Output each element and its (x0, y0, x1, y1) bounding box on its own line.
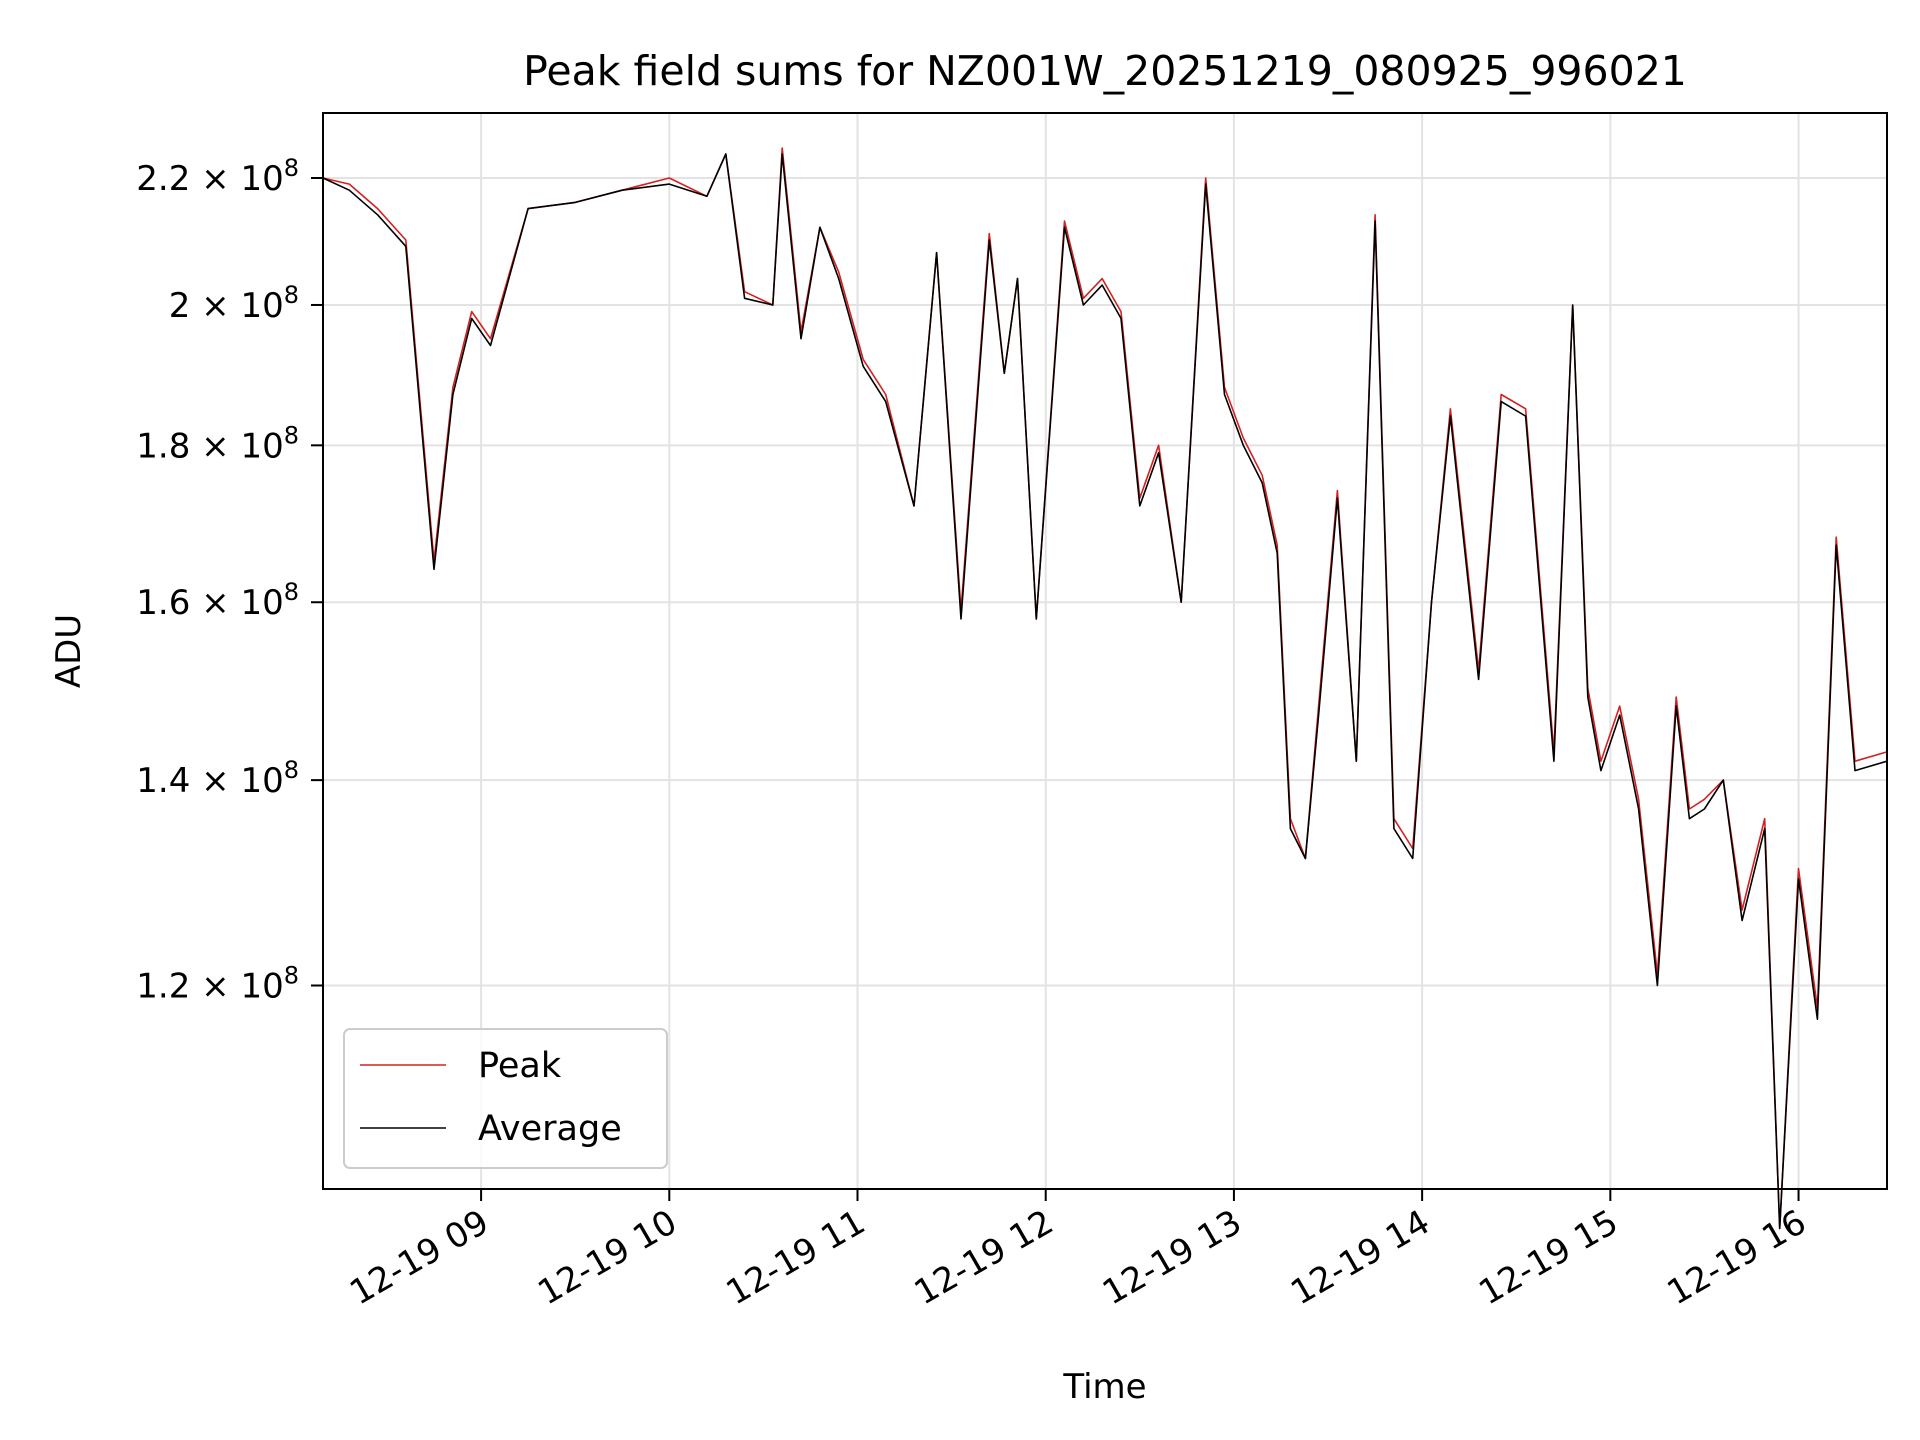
y-tick-label-4: 2 × 108 (169, 281, 299, 326)
x-axis-title: Time (1062, 1367, 1146, 1407)
legend-label-peak: Peak (478, 1046, 562, 1086)
legend-box (343, 1028, 668, 1169)
plot-frame (322, 112, 1888, 1190)
y-axis: 1.2 × 108 1.4 × 108 1.6 × 108 1.8 × 108 2 × … (136, 154, 323, 1006)
y-axis-title: ADU (49, 614, 89, 688)
y-tick-label-0: 1.2 × 108 (136, 961, 299, 1006)
y-tick-label-5: 2.2 × 108 (136, 154, 299, 199)
legend-label-average: Average (478, 1109, 622, 1149)
y-tick-label-1: 1.4 × 108 (136, 756, 299, 801)
chart-title: Peak field sums for NZ001W_20251219_0809… (523, 47, 1687, 95)
series-line-average (322, 153, 1888, 1230)
legend: Peak Average (343, 1028, 668, 1169)
grid (323, 113, 1887, 1189)
y-tick-label-2: 1.6 × 108 (136, 578, 299, 623)
y-tick-label-3: 1.8 × 108 (136, 421, 299, 466)
series (322, 147, 1888, 1230)
